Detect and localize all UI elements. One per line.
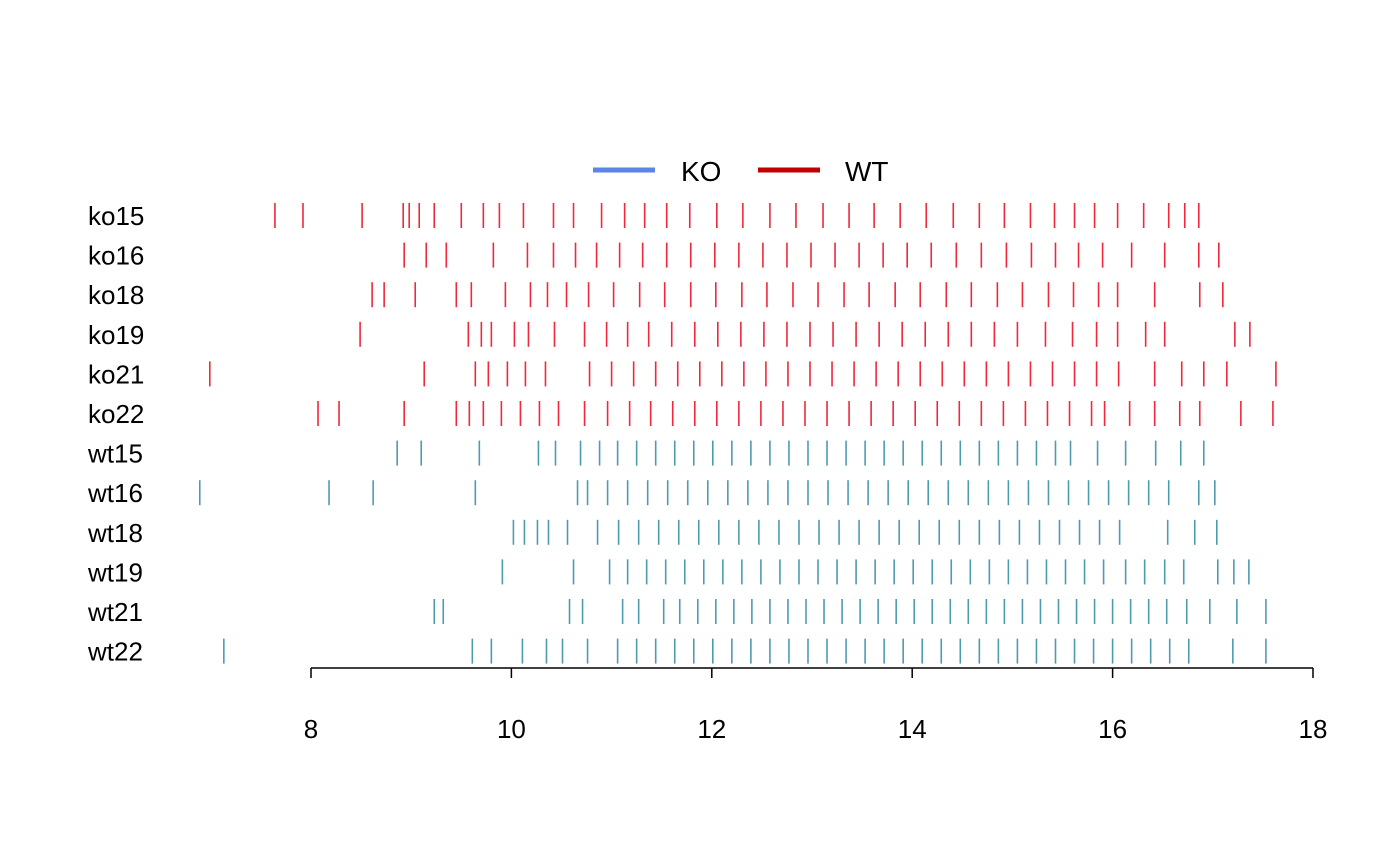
row-label: wt16 [87,478,143,508]
rug-row-wt15: wt15 [87,439,1205,469]
legend-label-ko: KO [681,156,721,187]
row-label: wt15 [87,439,143,469]
rug-row-ko15: ko15 [88,201,1200,231]
row-label: wt21 [87,597,143,627]
rug-rows: ko15 ko16 ko18 ko19 ko21 ko22 wt15 wt16 wt18 wt19… [87,201,1277,667]
rug-row-wt22: wt22 [87,637,1267,667]
rug-row-ko22: ko22 [88,399,1274,429]
rug-row-ko18: ko18 [88,280,1224,310]
x-tick-label: 12 [697,714,726,744]
row-label: ko19 [88,320,144,350]
x-tick-label: 16 [1098,714,1127,744]
row-label: wt18 [87,518,143,548]
row-label: ko18 [88,280,144,310]
row-label: ko16 [88,241,144,271]
rug-row-ko16: ko16 [88,241,1220,271]
legend: KO WT [593,156,889,187]
rug-row-ko19: ko19 [88,320,1251,350]
row-label: ko15 [88,201,144,231]
x-axis: 8 10 12 14 16 18 [304,667,1328,744]
rug-row-wt19: wt19 [87,557,1250,587]
x-tick-label: 18 [1299,714,1328,744]
row-label: wt22 [87,637,143,667]
x-tick-label: 8 [304,714,318,744]
legend-label-wt: WT [845,156,889,187]
row-label: wt19 [87,557,143,587]
rug-row-wt21: wt21 [87,597,1267,627]
x-tick-label: 10 [497,714,526,744]
row-label: ko21 [88,359,144,389]
rug-row-wt18: wt18 [87,518,1218,548]
row-label: ko22 [88,399,144,429]
rug-row-ko21: ko21 [88,359,1277,389]
x-tick-label: 14 [898,714,927,744]
rug-row-wt16: wt16 [87,478,1216,508]
